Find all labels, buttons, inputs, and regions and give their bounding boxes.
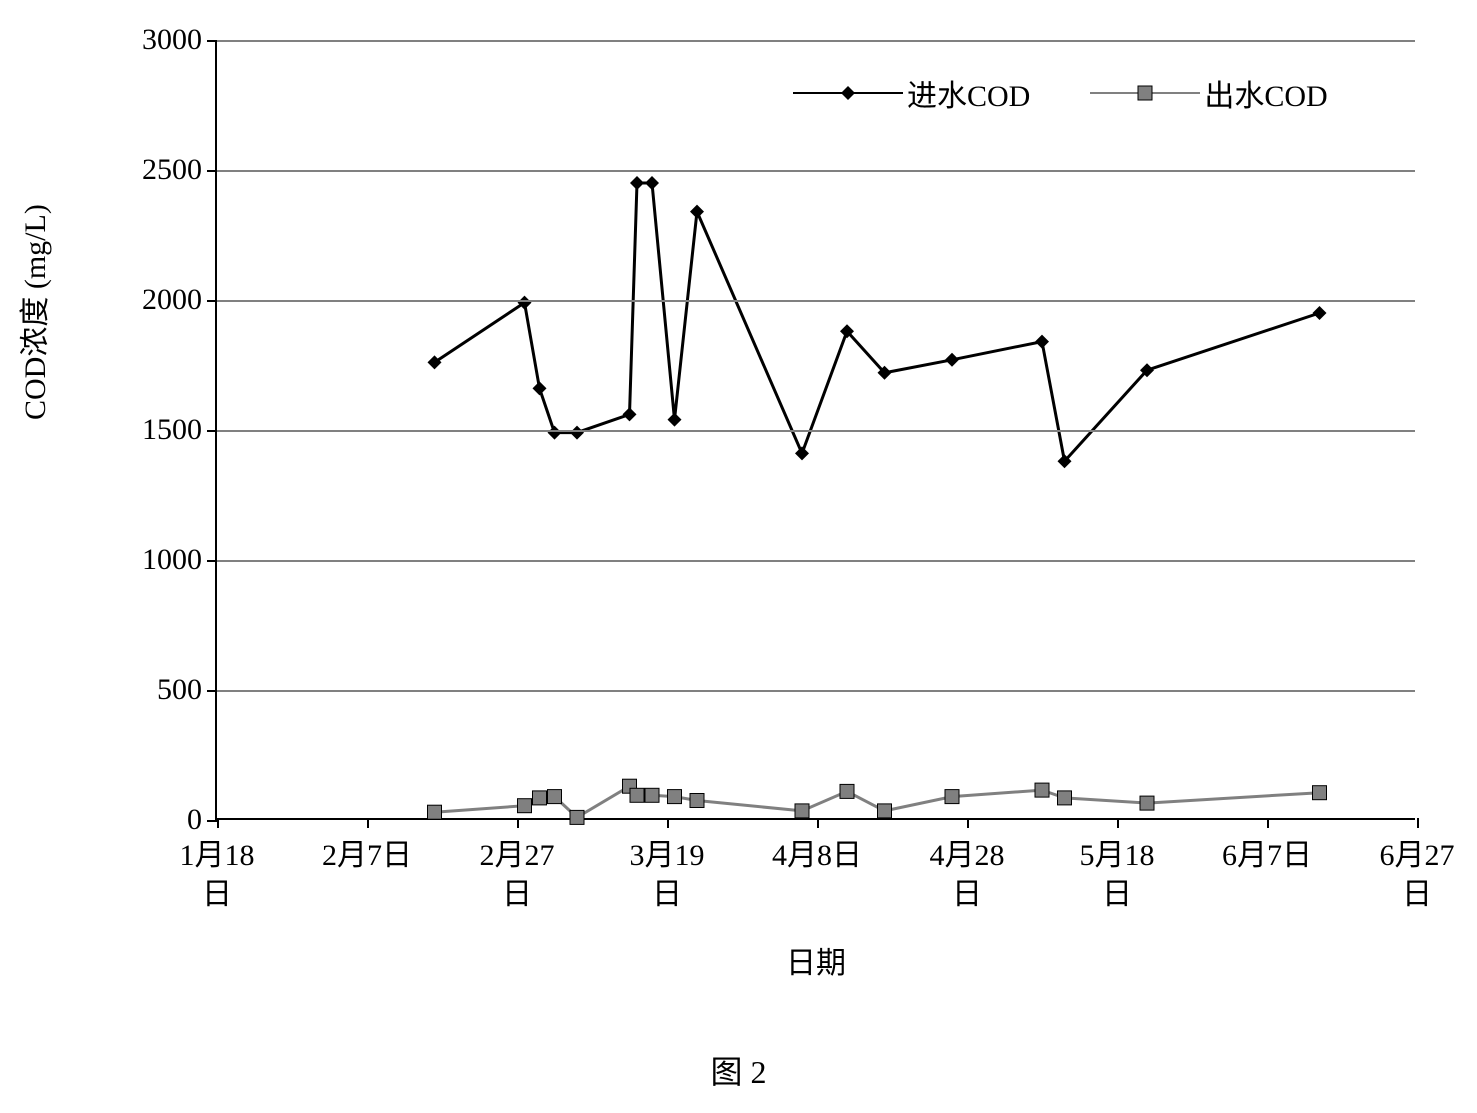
x-tick-label: 5月18日 [1080,836,1155,914]
series-marker [533,791,547,805]
series-marker [668,790,682,804]
gridline [217,170,1415,172]
series-marker [945,353,959,367]
y-tick-label: 2000 [142,283,202,317]
y-tick-label: 1500 [142,413,202,447]
series-line [435,183,1320,461]
y-tick-mark [207,300,217,302]
x-tick-mark [967,818,969,828]
series-marker [623,407,637,421]
x-tick-mark [517,818,519,828]
x-tick-label: 6月7日 [1222,836,1312,875]
x-tick-mark [667,818,669,828]
y-tick-mark [207,430,217,432]
y-tick-mark [207,820,217,822]
x-tick-label: 3月19日 [630,836,705,914]
series-marker [690,794,704,808]
y-tick-label: 1000 [142,543,202,577]
x-tick-label: 1月18日 [180,836,255,914]
series-marker [630,788,644,802]
series-marker [645,788,659,802]
gridline [217,690,1415,692]
series-marker [548,790,562,804]
series-marker [1140,796,1154,810]
series-marker [518,799,532,813]
figure-caption: 图 2 [710,1047,766,1093]
series-marker [548,426,562,440]
series-marker [1058,791,1072,805]
x-tick-mark [1267,818,1269,828]
gridline [217,560,1415,562]
y-tick-label: 3000 [142,23,202,57]
y-axis-label: COD浓度 (mg/L) [10,204,54,420]
y-tick-label: 2500 [142,153,202,187]
plot-area: 进水COD出水COD 日期 0500100015002000250030001月… [215,40,1415,820]
y-tick-mark [207,40,217,42]
series-marker [668,413,682,427]
x-tick-label: 4月8日 [772,836,862,875]
x-tick-mark [367,818,369,828]
series-marker [878,804,892,818]
series-marker [690,205,704,219]
series-marker [1035,335,1049,349]
series-marker [570,810,584,824]
gridline [217,430,1415,432]
y-tick-mark [207,690,217,692]
gridline [217,40,1415,42]
series-marker [428,805,442,819]
x-tick-mark [1417,818,1419,828]
x-tick-label: 4月28日 [930,836,1005,914]
series-marker [630,176,644,190]
series-marker [795,446,809,460]
series-marker [1313,306,1327,320]
x-tick-mark [217,818,219,828]
x-tick-label: 2月7日 [322,836,412,875]
series-marker [840,784,854,798]
series-marker [945,790,959,804]
x-tick-mark [817,818,819,828]
chart-svg [217,40,1415,818]
y-tick-mark [207,560,217,562]
x-tick-mark [1117,818,1119,828]
y-tick-label: 500 [157,673,202,707]
series-marker [645,176,659,190]
series-marker [570,426,584,440]
x-tick-label: 6月27日 [1380,836,1455,914]
series-marker [533,381,547,395]
x-axis-label: 日期 [786,938,846,982]
x-tick-label: 2月27日 [480,836,555,914]
figure-container: COD浓度 (mg/L) 进水COD出水COD 日期 0500100015002… [0,0,1477,1113]
y-tick-mark [207,170,217,172]
series-marker [1035,783,1049,797]
series-marker [795,804,809,818]
gridline [217,300,1415,302]
series-marker [1313,786,1327,800]
y-tick-label: 0 [187,803,202,837]
